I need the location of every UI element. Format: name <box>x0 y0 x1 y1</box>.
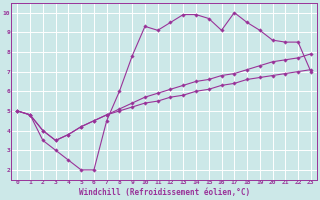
X-axis label: Windchill (Refroidissement éolien,°C): Windchill (Refroidissement éolien,°C) <box>78 188 250 197</box>
